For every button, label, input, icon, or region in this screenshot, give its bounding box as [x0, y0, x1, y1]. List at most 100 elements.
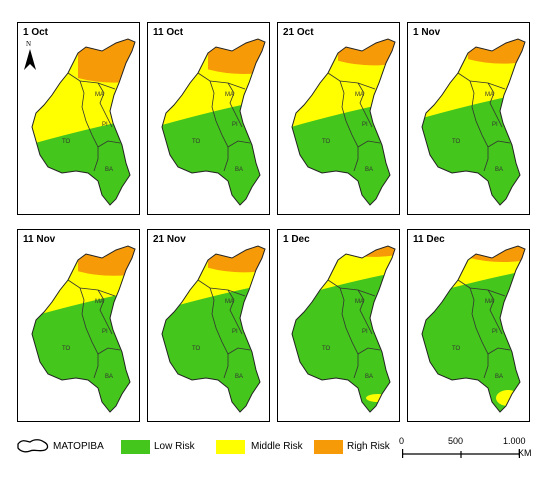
state-label: MA	[355, 92, 364, 98]
state-border	[469, 80, 489, 172]
state-label: MA	[485, 92, 494, 98]
state-label: MA	[225, 299, 234, 305]
state-border	[197, 72, 246, 90]
panel-date-label: 21 Nov	[153, 234, 186, 245]
state-border	[227, 82, 243, 128]
low-risk-swatch	[121, 440, 150, 454]
north-letter: N	[26, 40, 32, 48]
state-border	[469, 287, 489, 379]
south-middle-risk-area	[366, 394, 390, 402]
state-label: TO	[452, 139, 461, 145]
south-middle-risk-area	[496, 390, 520, 406]
panel-date-label: 21 Oct	[283, 27, 314, 38]
state-label: TO	[192, 139, 201, 145]
high-risk-area	[78, 246, 135, 276]
state-border	[457, 279, 506, 297]
state-label: PI	[232, 122, 238, 128]
state-label: PI	[232, 329, 238, 335]
panel-date-label: 11 Nov	[23, 234, 56, 245]
legend-label-matopiba: MATOPIBA	[53, 441, 104, 452]
state-label: TO	[452, 346, 461, 352]
state-label: BA	[365, 374, 373, 380]
map-panel: MA PI TO BA 1 Dec	[277, 229, 400, 422]
state-label: TO	[322, 139, 331, 145]
state-label: BA	[495, 167, 503, 173]
state-border	[357, 140, 381, 148]
state-border	[487, 289, 503, 335]
state-border	[339, 80, 359, 172]
state-label: MA	[95, 299, 104, 305]
state-border	[357, 82, 373, 128]
state-label: TO	[62, 139, 71, 145]
state-label: TO	[62, 346, 71, 352]
map-panel: MA PI TO BA 1 Oct N	[17, 22, 140, 215]
state-border	[327, 279, 376, 297]
state-border	[209, 287, 229, 379]
legend: MATOPIBA Low Risk Middle Risk Righ Risk …	[0, 428, 550, 478]
high-risk-area	[468, 39, 525, 64]
high-risk-area	[338, 39, 395, 66]
map-panel: MA PI TO BA 21 Oct	[277, 22, 400, 215]
region-outline	[421, 245, 526, 413]
region-map: MA PI TO BA	[161, 38, 266, 206]
state-label: PI	[102, 122, 108, 128]
state-label: TO	[192, 346, 201, 352]
state-border	[227, 140, 251, 148]
scale-bar: 0 500 1.000 KM	[398, 436, 538, 466]
state-border	[67, 279, 116, 297]
legend-label-high-risk: Righ Risk	[347, 441, 390, 452]
region-map: MA PI TO BA	[421, 245, 526, 413]
high-risk-area	[208, 246, 265, 273]
state-label: BA	[235, 374, 243, 380]
region-outline	[291, 38, 396, 206]
state-border	[339, 287, 359, 379]
panel-date-label: 1 Dec	[283, 234, 310, 245]
region-map: MA PI TO BA	[161, 245, 266, 413]
scale-tick-1000: 1.000	[503, 436, 526, 446]
state-label: MA	[95, 92, 104, 98]
state-border	[97, 140, 121, 148]
state-border	[357, 347, 381, 355]
state-border	[67, 72, 116, 90]
state-border	[97, 289, 113, 335]
map-panel: MA PI TO BA 11 Dec	[407, 229, 530, 422]
panel-date-label: 11 Dec	[413, 234, 445, 245]
state-border	[487, 140, 511, 148]
state-label: PI	[362, 329, 368, 335]
state-label: PI	[492, 329, 498, 335]
state-label: MA	[225, 92, 234, 98]
matopiba-outline-icon	[17, 439, 49, 453]
panel-date-label: 11 Oct	[153, 27, 184, 38]
state-label: BA	[105, 167, 113, 173]
state-border	[79, 287, 99, 379]
scale-bar-graphic	[402, 449, 520, 458]
north-arrow-icon: N	[23, 40, 37, 74]
state-border	[327, 72, 376, 90]
region-outline	[161, 245, 266, 413]
state-border	[457, 72, 506, 90]
region-outline	[161, 38, 266, 206]
state-border	[227, 289, 243, 335]
high-risk-area	[338, 246, 395, 257]
high-risk-area	[208, 39, 265, 74]
high-risk-area	[468, 246, 525, 263]
region-map: MA PI TO BA	[291, 38, 396, 206]
state-label: PI	[102, 329, 108, 335]
region-outline	[421, 38, 526, 206]
region-outline	[291, 245, 396, 413]
state-label: MA	[485, 299, 494, 305]
panel-date-label: 1 Oct	[23, 27, 49, 38]
state-border	[79, 80, 99, 172]
panel-date-label: 1 Nov	[413, 27, 441, 38]
region-map: MA PI TO BA	[31, 38, 136, 206]
scale-unit: KM	[518, 448, 532, 458]
state-label: BA	[495, 374, 503, 380]
state-border	[97, 347, 121, 355]
state-border	[227, 347, 251, 355]
state-border	[209, 80, 229, 172]
state-label: PI	[362, 122, 368, 128]
map-panel: MA PI TO BA 11 Nov	[17, 229, 140, 422]
high-risk-swatch	[314, 440, 343, 454]
scale-tick-0: 0	[399, 436, 405, 446]
map-panel: MA PI TO BA 1 Nov	[407, 22, 530, 215]
